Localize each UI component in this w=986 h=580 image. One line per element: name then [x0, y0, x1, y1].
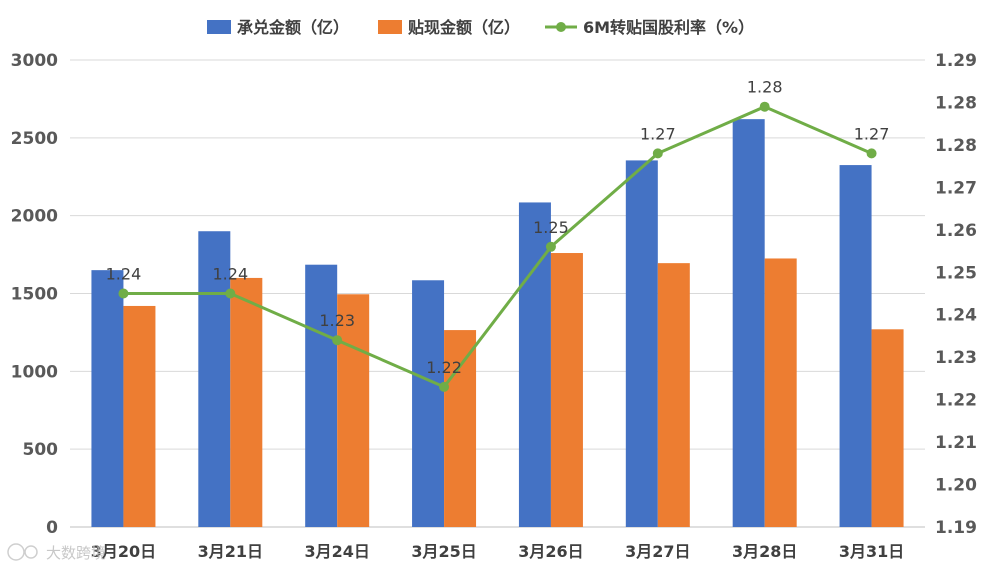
acceptance-bar	[625, 160, 658, 527]
rate-data-label: 1.24	[106, 265, 142, 284]
x-tick-label: 3月20日	[91, 542, 156, 561]
discount-bar	[337, 294, 370, 527]
x-tick-label: 3月21日	[198, 542, 263, 561]
rate-point	[332, 335, 343, 346]
rate-point	[225, 288, 236, 299]
x-tick-label: 3月31日	[839, 542, 904, 561]
y-right-tick-label: 1.20	[935, 476, 977, 496]
discount-bar	[657, 263, 690, 527]
y-right-tick-label: 1.23	[935, 348, 977, 368]
legend: 承兑金额（亿） 贴现金额（亿） 6M转贴国股利率（%）	[207, 18, 754, 37]
rate-data-label: 1.27	[640, 124, 676, 143]
discount-bar	[550, 253, 583, 527]
y-right-tick-label: 1.21	[935, 433, 977, 453]
x-tick-label: 3月26日	[518, 542, 583, 561]
rate-point	[439, 381, 450, 392]
legend-item-rate-swatch-marker	[556, 22, 566, 32]
legend-item-discount-swatch	[378, 20, 402, 34]
legend-item-discount-label: 贴现金额（亿）	[408, 18, 520, 37]
rate-data-label: 1.27	[854, 124, 890, 143]
y-left-axis: 0 500 1000 1500 2000 2500 3000	[11, 51, 58, 538]
y-right-tick-label: 1.28	[935, 93, 977, 113]
acceptance-bar	[839, 165, 872, 527]
y-right-axis: 1.19 1.20 1.21 1.22 1.23 1.24 1.25 1.26 1.27 1.28…	[935, 51, 977, 538]
discount-bar	[123, 305, 156, 527]
x-axis: 3月20日 3月21日 3月24日 3月25日 3月26日 3月27日 3月28日 3月31日	[91, 542, 905, 561]
y-right-tick-label: 1.26	[935, 221, 977, 241]
discount-bar	[230, 277, 263, 527]
x-tick-label: 3月25日	[411, 542, 476, 561]
acceptance-bar	[518, 202, 551, 527]
discount-bar	[764, 258, 797, 527]
y-left-tick-label: 3000	[11, 51, 58, 71]
legend-item-acceptance-swatch	[207, 20, 231, 34]
y-right-tick-label: 1.27	[935, 178, 977, 198]
x-tick-label: 3月28日	[732, 542, 797, 561]
y-right-tick-label: 1.19	[935, 518, 977, 538]
rate-point	[866, 148, 877, 159]
rate-point	[759, 101, 770, 112]
rate-data-label: 1.24	[213, 265, 249, 284]
y-left-tick-label: 0	[46, 518, 58, 538]
y-left-tick-label: 500	[23, 440, 59, 460]
acceptance-bar	[412, 280, 445, 527]
acceptance-bar	[305, 264, 338, 527]
rate-point	[545, 241, 556, 252]
watermark: 大数跨境	[7, 543, 106, 562]
y-right-tick-label: 1.24	[935, 306, 977, 326]
acceptance-bar	[732, 119, 765, 528]
rate-data-label: 1.22	[426, 358, 462, 377]
x-tick-label: 3月27日	[625, 542, 690, 561]
y-left-tick-label: 1000	[11, 362, 58, 382]
acceptance-bar	[91, 270, 124, 527]
y-right-tick-label: 1.29	[935, 51, 977, 71]
rate-line	[123, 105, 873, 389]
y-right-tick-label: 1.28	[935, 136, 977, 156]
legend-item-rate-label: 6M转贴国股利率（%）	[583, 18, 754, 37]
rate-point	[652, 148, 663, 159]
discount-bar	[871, 329, 904, 527]
rate-data-label: 1.25	[533, 218, 569, 237]
bars	[91, 119, 904, 528]
y-right-tick-label: 1.22	[935, 391, 977, 411]
y-left-tick-label: 2500	[11, 129, 58, 149]
rate-data-label: 1.28	[747, 78, 783, 97]
legend-item-acceptance-label: 承兑金额（亿）	[237, 18, 349, 37]
discount-bar	[444, 330, 477, 527]
y-left-tick-label: 1500	[11, 285, 58, 305]
watermark-logo-icon-inner	[24, 545, 38, 559]
acceptance-bar	[198, 231, 231, 527]
rate-data-labels: 1.24 1.24 1.23 1.22 1.25 1.27 1.28 1.27	[106, 78, 890, 377]
watermark-logo-icon	[7, 543, 25, 561]
y-left-tick-label: 2000	[11, 207, 58, 227]
x-tick-label: 3月24日	[304, 542, 369, 561]
rate-data-label: 1.23	[319, 311, 355, 330]
rate-line-layer	[118, 101, 877, 392]
rate-point	[118, 288, 129, 299]
y-right-tick-label: 1.25	[935, 263, 977, 283]
watermark-text: 大数跨境	[46, 544, 106, 562]
